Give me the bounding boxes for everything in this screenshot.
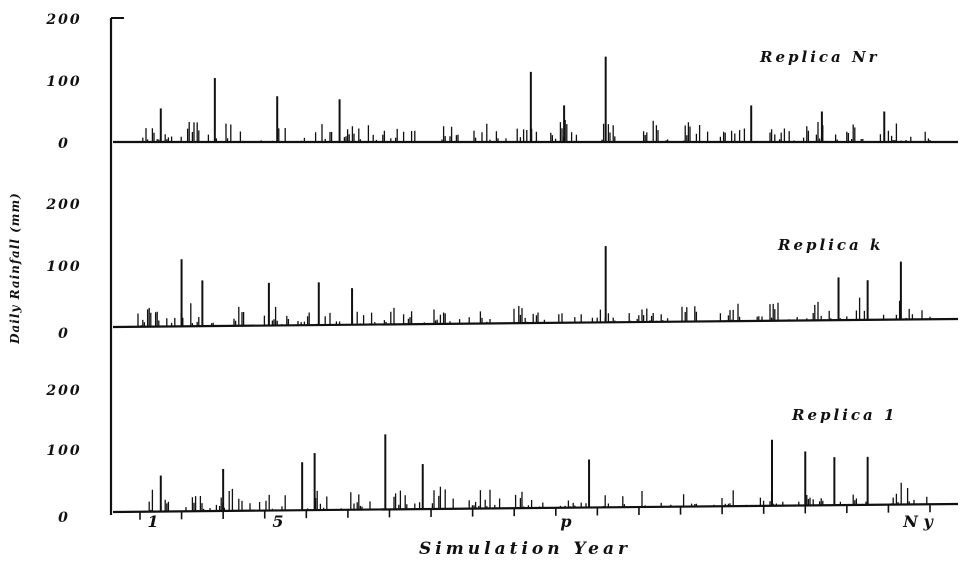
panel-baseline <box>112 502 959 514</box>
rainfall-noise <box>137 120 931 142</box>
y-tick-label: 200 <box>45 12 81 28</box>
y-tick-label: 200 <box>45 197 81 213</box>
panel-baseline <box>112 317 959 329</box>
x-tick-label: 5 <box>272 512 283 531</box>
y-tick-label: 100 <box>46 259 81 275</box>
y-tick-label: 100 <box>46 443 81 459</box>
panel-title-1: Replica 1 <box>791 406 897 424</box>
panel-title-k: Replica k <box>777 236 883 254</box>
y-tick-label: 100 <box>46 74 81 90</box>
x-axis-title: Simulation Year <box>419 539 631 559</box>
y-tick-label: 0 <box>58 510 70 526</box>
x-tick-label: p <box>560 512 571 531</box>
x-tick-label: 1 <box>147 512 158 531</box>
x-tick-label: N y <box>902 512 934 531</box>
y-axis-title: Daily Rainfall (mm) <box>8 192 22 345</box>
panel-title-nr: Replica Nr <box>759 48 880 66</box>
rainfall-marks <box>112 56 959 520</box>
rainfall-noise <box>137 297 931 327</box>
y-tick-label: 200 <box>45 383 81 399</box>
y-tick-label: 0 <box>58 136 70 152</box>
y-tick-label: 0 <box>58 326 70 342</box>
rainfall-noise <box>145 482 928 512</box>
